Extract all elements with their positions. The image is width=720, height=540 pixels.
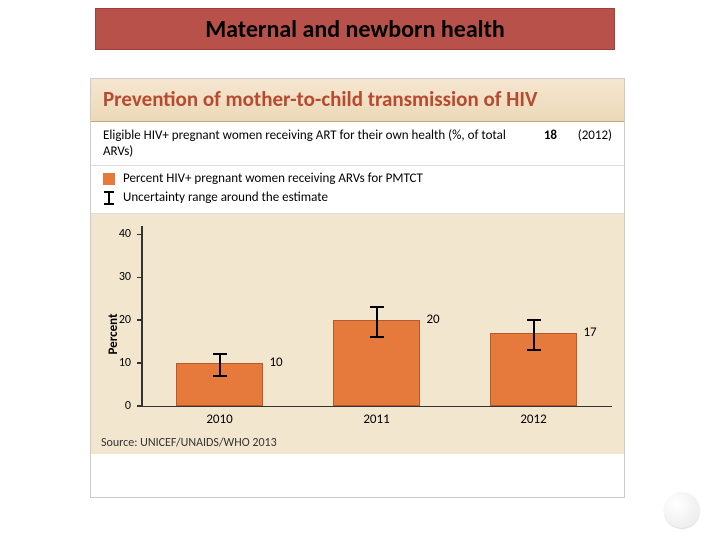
bar-value-label: 20: [426, 312, 439, 327]
error-cap: [370, 306, 384, 308]
page-title: Maternal and newborn health: [205, 15, 505, 44]
x-tick-label: 2010: [206, 406, 232, 427]
y-tick-label: 10: [119, 356, 137, 370]
stat-row: Eligible HIV+ pregnant women receiving A…: [91, 122, 624, 166]
chart-title: Prevention of mother-to-child transmissi…: [103, 87, 612, 111]
y-axis-line: [141, 226, 143, 406]
y-tick-label: 40: [119, 227, 137, 241]
y-tick-mark: [137, 277, 142, 279]
y-tick-mark: [137, 362, 142, 364]
x-tick-label: 2011: [363, 406, 389, 427]
y-tick-mark: [137, 319, 142, 321]
error-cap: [213, 375, 227, 377]
legend-errorbar-icon: [103, 191, 115, 205]
error-bar: [376, 307, 378, 337]
chart-panel: Prevention of mother-to-child transmissi…: [90, 78, 625, 498]
chart-header: Prevention of mother-to-child transmissi…: [91, 79, 624, 122]
y-tick-label: 0: [125, 399, 137, 413]
source-text: Source: UNICEF/UNAIDS/WHO 2013: [101, 436, 277, 450]
bar-value-label: 10: [269, 355, 282, 370]
plot-area: 010203040102010202011172012: [141, 226, 612, 406]
y-tick-label: 20: [119, 313, 137, 327]
y-tick-label: 30: [119, 270, 137, 284]
corner-decoration: [664, 492, 700, 528]
error-bar: [219, 354, 221, 375]
error-bar: [533, 320, 535, 350]
y-tick-mark: [137, 405, 142, 407]
title-banner: Maternal and newborn health: [95, 8, 615, 50]
error-cap: [370, 336, 384, 338]
legend-error-label: Uncertainty range around the estimate: [123, 189, 328, 207]
stat-label: Eligible HIV+ pregnant women receiving A…: [103, 128, 517, 159]
y-tick-mark: [137, 234, 142, 236]
legend-series-label: Percent HIV+ pregnant women receiving AR…: [123, 170, 423, 188]
x-tick-label: 2012: [520, 406, 546, 427]
stat-year: (2012): [557, 128, 612, 159]
bar-value-label: 17: [583, 325, 596, 340]
chart-body: Percent 010203040102010202011172012 Sour…: [91, 214, 624, 454]
legend-error: Uncertainty range around the estimate: [103, 189, 612, 207]
error-cap: [213, 353, 227, 355]
error-cap: [527, 349, 541, 351]
error-cap: [527, 319, 541, 321]
legend: Percent HIV+ pregnant women receiving AR…: [91, 166, 624, 213]
legend-series: Percent HIV+ pregnant women receiving AR…: [103, 170, 612, 188]
stat-value: 18: [517, 128, 557, 159]
legend-swatch-icon: [103, 173, 115, 185]
